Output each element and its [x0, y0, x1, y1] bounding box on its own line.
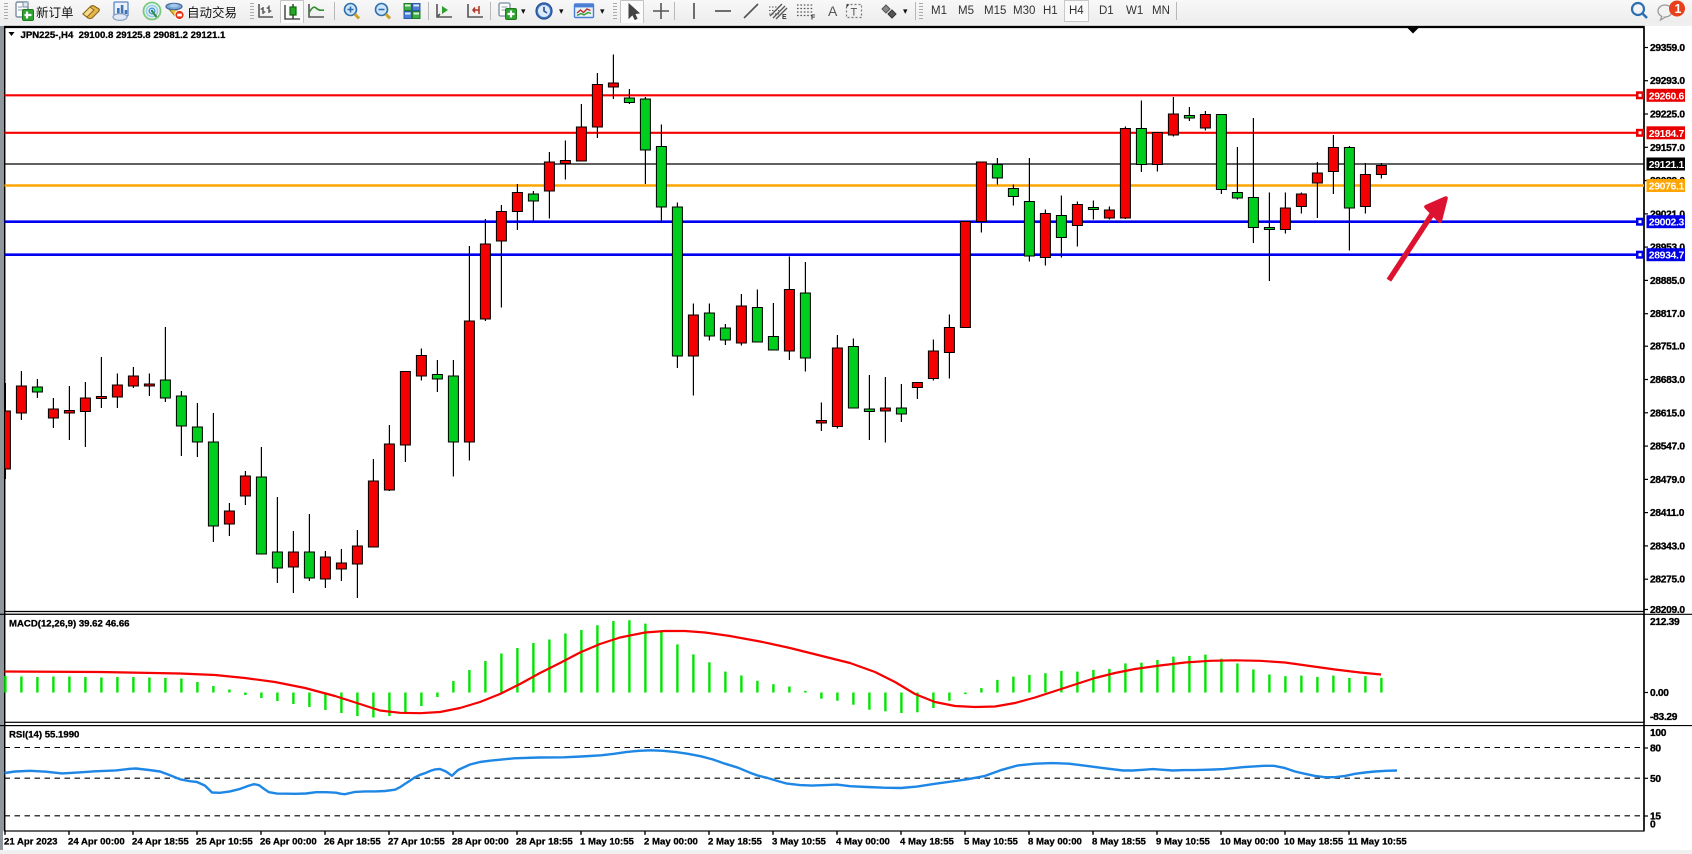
svg-text:MACD(12,26,9) 39.62 46.66: MACD(12,26,9) 39.62 46.66 [9, 619, 130, 630]
svg-text:T: T [851, 7, 858, 19]
svg-text:26 Apr 00:00: 26 Apr 00:00 [260, 837, 317, 848]
svg-text:28411.0: 28411.0 [1650, 508, 1685, 519]
svg-text:F: F [811, 15, 816, 22]
svg-text:-83.29: -83.29 [1650, 712, 1678, 723]
svg-text:28953.0: 28953.0 [1650, 243, 1685, 254]
svg-text:4 May 18:55: 4 May 18:55 [900, 837, 955, 848]
svg-text:28817.0: 28817.0 [1650, 309, 1685, 320]
svg-text:28343.0: 28343.0 [1650, 541, 1685, 552]
svg-text:28683.0: 28683.0 [1650, 375, 1685, 386]
svg-text:28479.0: 28479.0 [1650, 475, 1685, 486]
svg-text:0: 0 [1650, 820, 1656, 831]
svg-text:9 May 10:55: 9 May 10:55 [1156, 837, 1211, 848]
svg-text:JPN225-,H4 29100.8 29125.8 29: JPN225-,H4 29100.8 29125.8 29081.2 29121… [21, 30, 227, 41]
svg-text:28275.0: 28275.0 [1650, 575, 1685, 586]
svg-text:28615.0: 28615.0 [1650, 408, 1685, 419]
svg-text:10 May 00:00: 10 May 00:00 [1220, 837, 1279, 848]
svg-text:28934.7: 28934.7 [1649, 251, 1685, 262]
svg-text:1: 1 [1675, 2, 1682, 16]
svg-text:24 Apr 00:00: 24 Apr 00:00 [68, 837, 125, 848]
svg-text:50: 50 [1650, 774, 1661, 785]
svg-text:24 Apr 18:55: 24 Apr 18:55 [132, 837, 189, 848]
svg-text:29260.6: 29260.6 [1649, 91, 1685, 102]
svg-text:5 May 10:55: 5 May 10:55 [964, 837, 1019, 848]
svg-text:3 May 10:55: 3 May 10:55 [772, 837, 827, 848]
svg-text:8 May 00:00: 8 May 00:00 [1028, 837, 1082, 848]
svg-text:25 Apr 10:55: 25 Apr 10:55 [196, 837, 253, 848]
svg-text:27 Apr 10:55: 27 Apr 10:55 [388, 837, 445, 848]
svg-text:29021.0: 29021.0 [1650, 209, 1685, 220]
svg-text:29002.3: 29002.3 [1649, 218, 1685, 229]
svg-text:2 May 00:00: 2 May 00:00 [644, 837, 698, 848]
svg-text:28209.0: 28209.0 [1650, 605, 1685, 616]
svg-text:29076.1: 29076.1 [1649, 182, 1685, 193]
svg-text:26 Apr 18:55: 26 Apr 18:55 [324, 837, 381, 848]
svg-text:28547.0: 28547.0 [1650, 442, 1685, 453]
svg-text:28 Apr 00:00: 28 Apr 00:00 [452, 837, 509, 848]
svg-text:29157.0: 29157.0 [1650, 143, 1685, 154]
svg-text:28885.0: 28885.0 [1650, 276, 1685, 287]
svg-text:21 Apr 2023: 21 Apr 2023 [4, 837, 58, 848]
svg-text:8 May 18:55: 8 May 18:55 [1092, 837, 1147, 848]
svg-text:29225.0: 29225.0 [1650, 110, 1685, 121]
svg-text:2 May 18:55: 2 May 18:55 [708, 837, 763, 848]
svg-text:A: A [828, 3, 838, 19]
svg-text:15: 15 [1650, 812, 1661, 823]
svg-text:10 May 18:55: 10 May 18:55 [1284, 837, 1344, 848]
svg-text:11 May 10:55: 11 May 10:55 [1348, 837, 1407, 848]
svg-text:212.39: 212.39 [1650, 617, 1680, 628]
svg-text:29121.1: 29121.1 [1649, 160, 1685, 171]
svg-text:29359.0: 29359.0 [1650, 43, 1685, 54]
svg-text:28751.0: 28751.0 [1650, 342, 1685, 353]
svg-text:100: 100 [1650, 728, 1667, 739]
svg-text:RSI(14) 55.1990: RSI(14) 55.1990 [9, 730, 79, 741]
svg-text:E: E [782, 14, 787, 21]
svg-text:80: 80 [1650, 744, 1661, 755]
svg-text:28 Apr 18:55: 28 Apr 18:55 [516, 837, 573, 848]
svg-text:1 May 10:55: 1 May 10:55 [580, 837, 635, 848]
svg-text:29184.7: 29184.7 [1649, 129, 1685, 140]
svg-text:29293.0: 29293.0 [1650, 76, 1685, 87]
svg-text:0.00: 0.00 [1650, 688, 1669, 699]
svg-text:4 May 00:00: 4 May 00:00 [836, 837, 890, 848]
